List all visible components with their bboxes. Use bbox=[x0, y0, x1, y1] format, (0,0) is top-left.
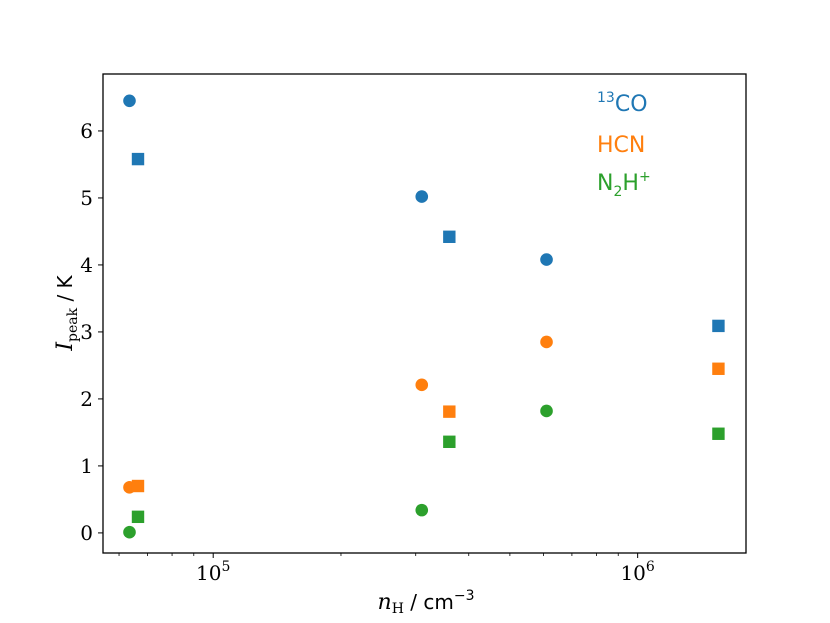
plot-frame bbox=[102, 73, 747, 554]
data-markers bbox=[123, 94, 725, 539]
data-point-square bbox=[131, 479, 145, 493]
x-tick-label: 105 bbox=[196, 559, 230, 585]
data-point-circle bbox=[415, 190, 429, 203]
legend-entry-13co: 13CO bbox=[597, 90, 648, 117]
legend-entry-n2h: N2H+ bbox=[597, 169, 651, 200]
data-point-square bbox=[131, 510, 145, 524]
legend: 13CO HCN N2H+ bbox=[597, 90, 651, 200]
data-point-circle bbox=[415, 378, 429, 392]
y-tick-label: 5 bbox=[80, 186, 93, 210]
data-point-square bbox=[712, 362, 725, 375]
y-axis-label: Ipeak / K bbox=[53, 274, 81, 351]
data-point-square bbox=[443, 435, 456, 448]
y-tick-label: 0 bbox=[80, 521, 93, 545]
x-tick-label: 106 bbox=[620, 559, 654, 585]
data-point-square bbox=[712, 319, 725, 333]
x-axis-label: nH / cm−3 bbox=[378, 588, 475, 617]
y-tick-label: 1 bbox=[80, 454, 93, 478]
legend-entry-hcn: HCN bbox=[597, 133, 645, 158]
axis-ticks bbox=[98, 130, 639, 558]
tick-labels: 0 1 2 3 4 5 6 105 106 bbox=[80, 119, 655, 585]
data-point-circle bbox=[123, 94, 136, 108]
y-tick-label: 6 bbox=[80, 119, 93, 143]
y-tick-label: 2 bbox=[80, 387, 93, 411]
y-tick-label: 3 bbox=[80, 320, 93, 344]
data-point-circle bbox=[415, 503, 429, 517]
data-point-circle bbox=[123, 525, 136, 539]
data-point-square bbox=[712, 427, 725, 440]
data-point-circle bbox=[540, 335, 553, 349]
data-point-square bbox=[443, 230, 456, 243]
data-point-square bbox=[443, 405, 456, 418]
data-point-square bbox=[131, 152, 145, 166]
y-tick-label: 4 bbox=[80, 253, 93, 277]
data-point-circle bbox=[540, 253, 553, 266]
data-point-circle bbox=[540, 404, 553, 418]
